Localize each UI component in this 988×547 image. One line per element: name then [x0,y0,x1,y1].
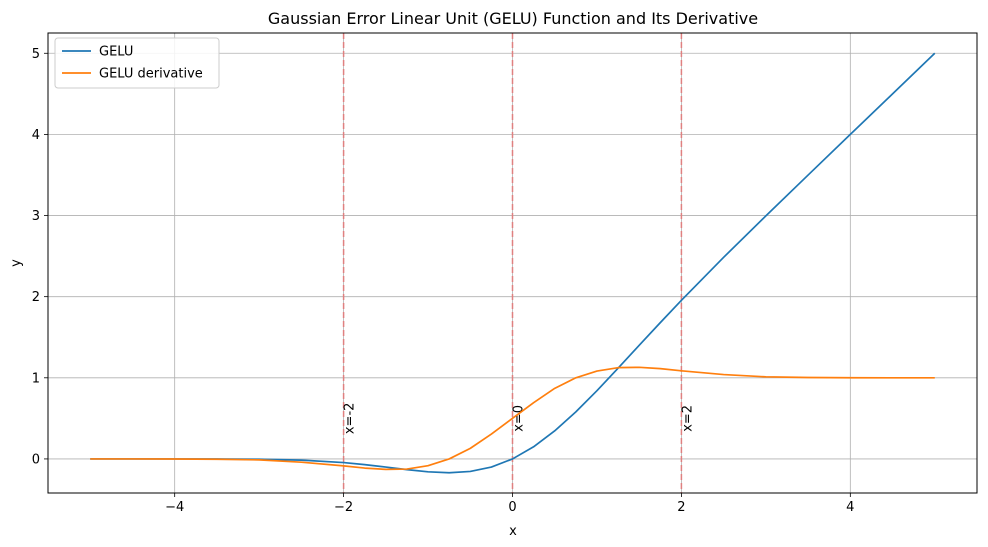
y-tick-label: 5 [32,47,40,62]
y-ticks: 0 1 2 3 4 5 [32,47,48,467]
series-lines [90,52,936,474]
x-axis-label: x [509,524,517,539]
legend-label: GELU derivative [99,67,203,82]
x-tick-label: −2 [334,500,353,515]
vertical-reference-lines: x=-2 x=0 x=2 [343,33,695,493]
series-line-1 [90,366,935,471]
legend: GELU GELU derivative [54,37,220,89]
y-tick-label: 0 [32,452,40,467]
y-tick-label: 3 [32,209,40,224]
chart-title: Gaussian Error Linear Unit (GELU) Functi… [268,9,758,28]
x-tick-label: 0 [508,500,516,515]
y-tick-label: 1 [32,371,40,386]
series-line-0 [90,52,936,474]
vline-label: x=2 [680,405,695,432]
x-ticks: −4 −2 0 2 4 [165,493,854,515]
x-tick-label: 2 [677,500,685,515]
vline-label: x=-2 [343,403,358,435]
y-tick-label: 2 [32,290,40,305]
x-tick-label: 4 [846,500,854,515]
y-axis-label: y [9,259,24,267]
y-tick-label: 4 [32,128,40,143]
legend-box [54,37,220,89]
x-tick-label: −4 [165,500,184,515]
legend-label: GELU [99,45,133,60]
